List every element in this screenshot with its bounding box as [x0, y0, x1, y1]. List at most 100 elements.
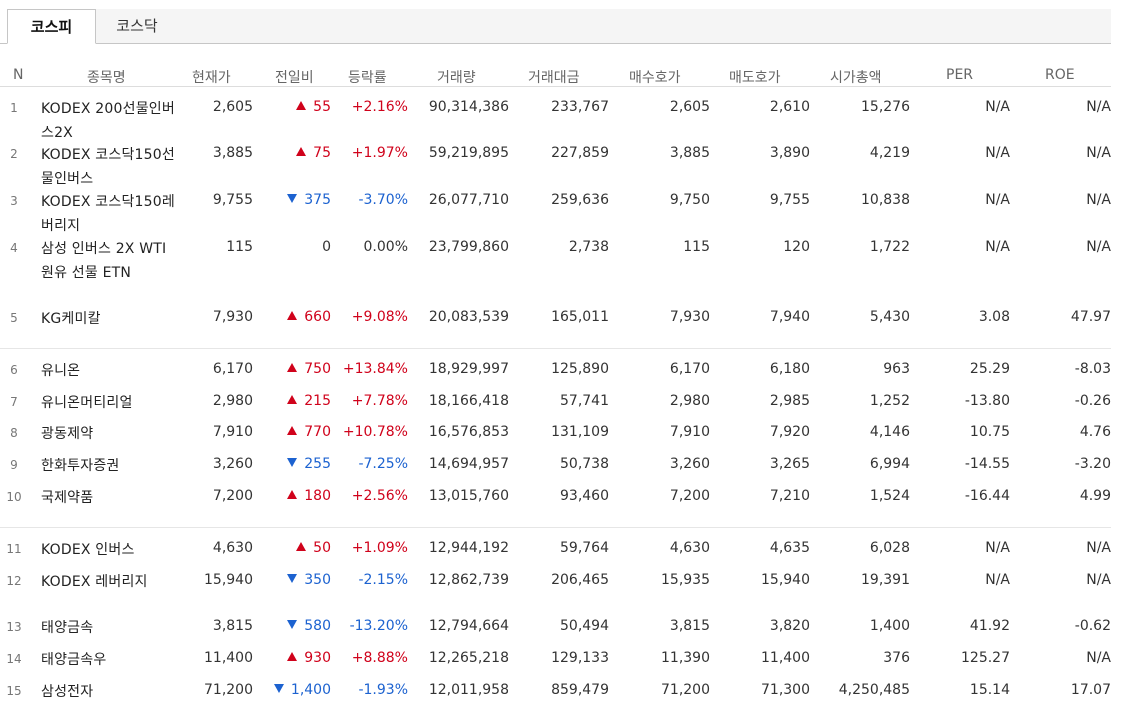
change-rate: +10.78% — [342, 424, 408, 440]
current-price: 7,910 — [212, 424, 253, 440]
current-price: 9,755 — [212, 192, 253, 208]
volume: 12,944,192 — [428, 540, 509, 556]
change-rate: -13.20% — [349, 618, 408, 634]
tab-kosdaq[interactable]: 코스닥 — [96, 9, 178, 43]
ask-price: 15,940 — [761, 572, 810, 588]
market-cap: 5,430 — [869, 309, 910, 325]
volume: 16,576,853 — [428, 424, 509, 440]
stock-name-link[interactable]: 삼성전자 — [41, 684, 94, 700]
volume: 59,219,895 — [428, 145, 509, 161]
ask-price: 9,755 — [769, 192, 810, 208]
volume: 12,862,739 — [428, 572, 509, 588]
change-value: 0 — [322, 239, 331, 255]
per-value: 25.29 — [969, 361, 1010, 377]
volume: 23,799,860 — [428, 239, 509, 255]
table-header: N 종목명 현재가 전일비 등락률 거래량 거래대금 매수호가 매도호가 시가총… — [0, 67, 1111, 87]
stock-name-link[interactable]: 한화투자증권 — [41, 458, 120, 474]
header-price: 현재가 — [192, 70, 231, 86]
ask-price: 11,400 — [761, 650, 810, 666]
market-cap: 963 — [883, 361, 910, 377]
stock-name-link[interactable]: 유니온머티리얼 — [41, 395, 133, 411]
volume: 26,077,710 — [428, 192, 509, 208]
stock-name-link[interactable]: KODEX 200선물인버스2X — [41, 101, 175, 141]
stock-name-link[interactable]: 유니온 — [41, 363, 81, 379]
current-price: 3,260 — [212, 456, 253, 472]
up-arrow-icon — [287, 652, 298, 661]
market-cap: 10,838 — [861, 192, 910, 208]
trade-amount: 259,636 — [551, 192, 609, 208]
bid-price: 7,910 — [669, 424, 710, 440]
change-value: 55 — [313, 99, 331, 115]
change: 255 — [287, 456, 331, 472]
row-number: 7 — [10, 395, 18, 409]
change-rate: +13.84% — [342, 361, 408, 377]
current-price: 4,630 — [212, 540, 253, 556]
per-value: -14.55 — [964, 456, 1010, 472]
change: 660 — [287, 309, 331, 325]
change-value: 660 — [304, 309, 331, 325]
roe-value: 4.99 — [1079, 488, 1111, 504]
trade-amount: 165,011 — [551, 309, 609, 325]
trade-amount: 2,738 — [568, 239, 609, 255]
bid-price: 11,390 — [661, 650, 710, 666]
stock-name-link[interactable]: KODEX 레버리지 — [41, 574, 148, 590]
stock-name-link[interactable]: 국제약품 — [41, 490, 94, 506]
per-value: N/A — [985, 192, 1010, 208]
stock-name-link[interactable]: 태양금속 — [41, 620, 94, 636]
volume: 18,929,997 — [428, 361, 509, 377]
tab-kospi[interactable]: 코스피 — [7, 9, 96, 44]
change-rate: +7.78% — [351, 393, 408, 409]
change-rate: -1.93% — [358, 682, 408, 698]
volume: 12,794,664 — [428, 618, 509, 634]
up-arrow-icon — [287, 490, 298, 499]
row-number: 14 — [6, 652, 22, 666]
bid-price: 7,930 — [669, 309, 710, 325]
stock-name-link[interactable]: KODEX 코스닥150레버리지 — [41, 194, 175, 234]
roe-value: N/A — [1086, 145, 1111, 161]
stock-name-link[interactable]: KG케미칼 — [41, 311, 101, 327]
per-value: N/A — [985, 540, 1010, 556]
ask-price: 6,180 — [769, 361, 810, 377]
down-arrow-icon — [287, 458, 298, 467]
up-arrow-icon — [296, 101, 307, 110]
change: 180 — [287, 488, 331, 504]
stock-name-link[interactable]: KODEX 코스닥150선물인버스 — [41, 147, 175, 187]
volume: 14,694,957 — [428, 456, 509, 472]
change-rate: +2.16% — [351, 99, 408, 115]
ask-price: 2,610 — [769, 99, 810, 115]
row-number: 8 — [10, 426, 18, 440]
ask-price: 7,210 — [769, 488, 810, 504]
up-arrow-icon — [287, 395, 298, 404]
trade-amount: 57,741 — [560, 393, 609, 409]
change: 770 — [287, 424, 331, 440]
header-amount: 거래대금 — [528, 70, 580, 86]
bid-price: 9,750 — [669, 192, 710, 208]
row-number: 10 — [6, 490, 22, 504]
stock-name-link[interactable]: 태양금속우 — [41, 652, 107, 668]
change-rate: -3.70% — [358, 192, 408, 208]
current-price: 15,940 — [204, 572, 253, 588]
trade-amount: 859,479 — [551, 682, 609, 698]
change: 50 — [296, 540, 331, 556]
bid-price: 4,630 — [669, 540, 710, 556]
current-price: 11,400 — [204, 650, 253, 666]
change-value: 750 — [304, 361, 331, 377]
stock-name-link[interactable]: 광동제약 — [41, 426, 94, 442]
change-value: 215 — [304, 393, 331, 409]
roe-value: -8.03 — [1074, 361, 1111, 377]
bid-price: 71,200 — [661, 682, 710, 698]
change-rate: +2.56% — [351, 488, 408, 504]
trade-amount: 50,494 — [560, 618, 609, 634]
roe-value: N/A — [1086, 239, 1111, 255]
change-value: 75 — [313, 145, 331, 161]
per-value: 125.27 — [961, 650, 1010, 666]
market-cap: 6,994 — [869, 456, 910, 472]
stock-name-link[interactable]: KODEX 인버스 — [41, 542, 135, 558]
stock-name-link[interactable]: 삼성 인버스 2X WTI원유 선물 ETN — [41, 241, 167, 281]
ask-price: 71,300 — [761, 682, 810, 698]
row-number: 5 — [10, 311, 18, 325]
current-price: 7,930 — [212, 309, 253, 325]
trade-amount: 59,764 — [560, 540, 609, 556]
ask-price: 120 — [783, 239, 810, 255]
change-value: 350 — [304, 572, 331, 588]
